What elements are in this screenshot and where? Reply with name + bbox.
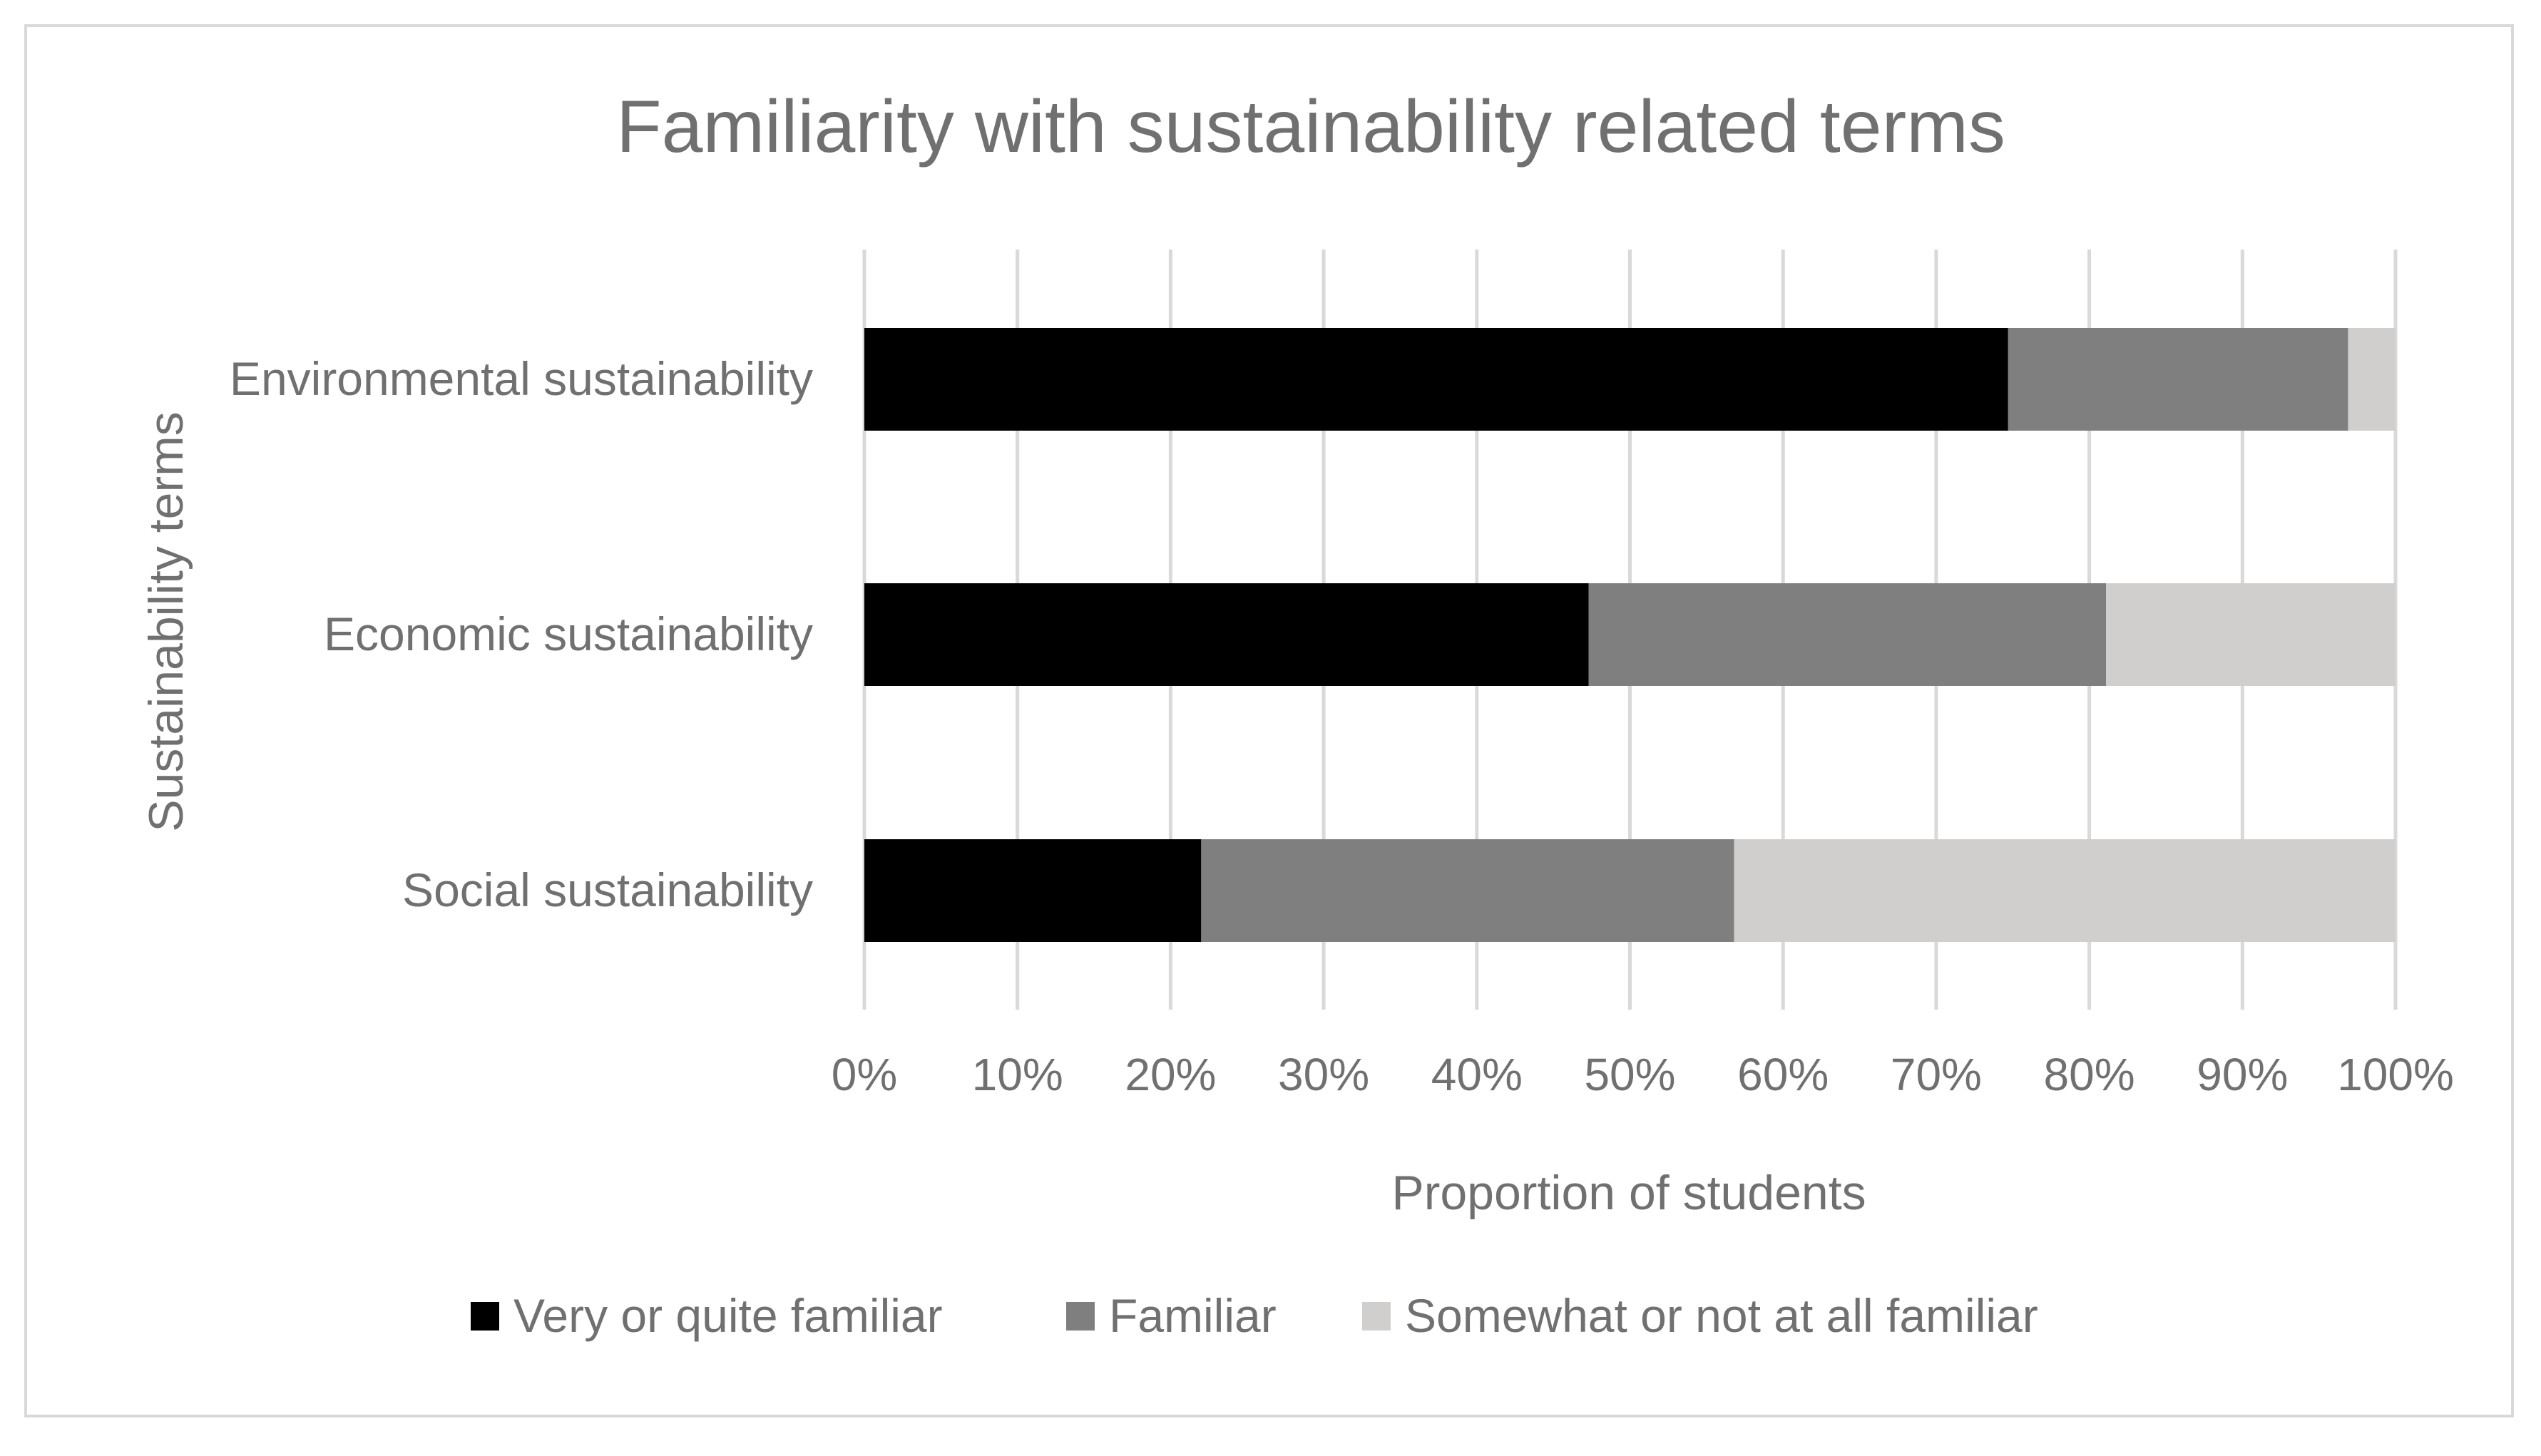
bar-segment-economic-sustainability-series-2 <box>1588 583 2107 686</box>
legend-label: Somewhat or not at all familiar <box>1405 1289 2038 1342</box>
legend-label: Very or quite familiar <box>513 1289 943 1342</box>
chart-svg: Familiarity with sustainability related … <box>139 86 2454 1342</box>
bars <box>864 328 2396 942</box>
x-tick-labels: 0% 10% 20% 30% 40% 50% 60% 70% 80% 90% 100% <box>832 1049 2454 1100</box>
x-tick-label: 20% <box>1125 1049 1216 1100</box>
bar-segment-environmental-sustainability-series-2 <box>2008 328 2348 431</box>
x-tick-label: 0% <box>832 1049 898 1100</box>
bar-segment-environmental-sustainability-series-1 <box>864 328 2008 431</box>
legend: Very or quite familiar Familiar Somewhat o… <box>471 1289 2038 1342</box>
x-tick-label: 60% <box>1737 1049 1829 1100</box>
category-label: Social sustainability <box>402 863 813 916</box>
y-axis-title: Sustainability terms <box>139 411 193 832</box>
x-axis-title: Proportion of students <box>1391 1166 1866 1220</box>
x-tick-label: 100% <box>2337 1049 2454 1100</box>
x-tick-label: 40% <box>1431 1049 1523 1100</box>
bar-segment-economic-sustainability-series-1 <box>864 583 1589 686</box>
bar-segment-social-sustainability-series-3 <box>1734 839 2396 942</box>
chart-title: Familiarity with sustainability related … <box>616 86 2005 168</box>
x-tick-label: 80% <box>2044 1049 2135 1100</box>
x-tick-label: 50% <box>1584 1049 1675 1100</box>
chart-frame: Familiarity with sustainability related … <box>24 24 2514 1417</box>
x-tick-label: 70% <box>1891 1049 1982 1100</box>
x-tick-label: 30% <box>1278 1049 1369 1100</box>
category-labels: Environmental sustainability Economic sus… <box>230 352 813 916</box>
bar-segment-environmental-sustainability-series-3 <box>2348 328 2396 431</box>
x-tick-label: 90% <box>2197 1049 2288 1100</box>
bar-segment-social-sustainability-series-1 <box>864 839 1202 942</box>
category-label: Environmental sustainability <box>230 352 813 405</box>
legend-label: Familiar <box>1109 1289 1277 1342</box>
bar-segment-economic-sustainability-series-3 <box>2106 583 2396 686</box>
category-label: Economic sustainability <box>324 607 813 660</box>
legend-swatch <box>1066 1302 1095 1331</box>
legend-swatch <box>471 1302 499 1331</box>
x-tick-label: 10% <box>972 1049 1063 1100</box>
bar-segment-social-sustainability-series-2 <box>1201 839 1734 942</box>
legend-swatch <box>1362 1302 1391 1331</box>
